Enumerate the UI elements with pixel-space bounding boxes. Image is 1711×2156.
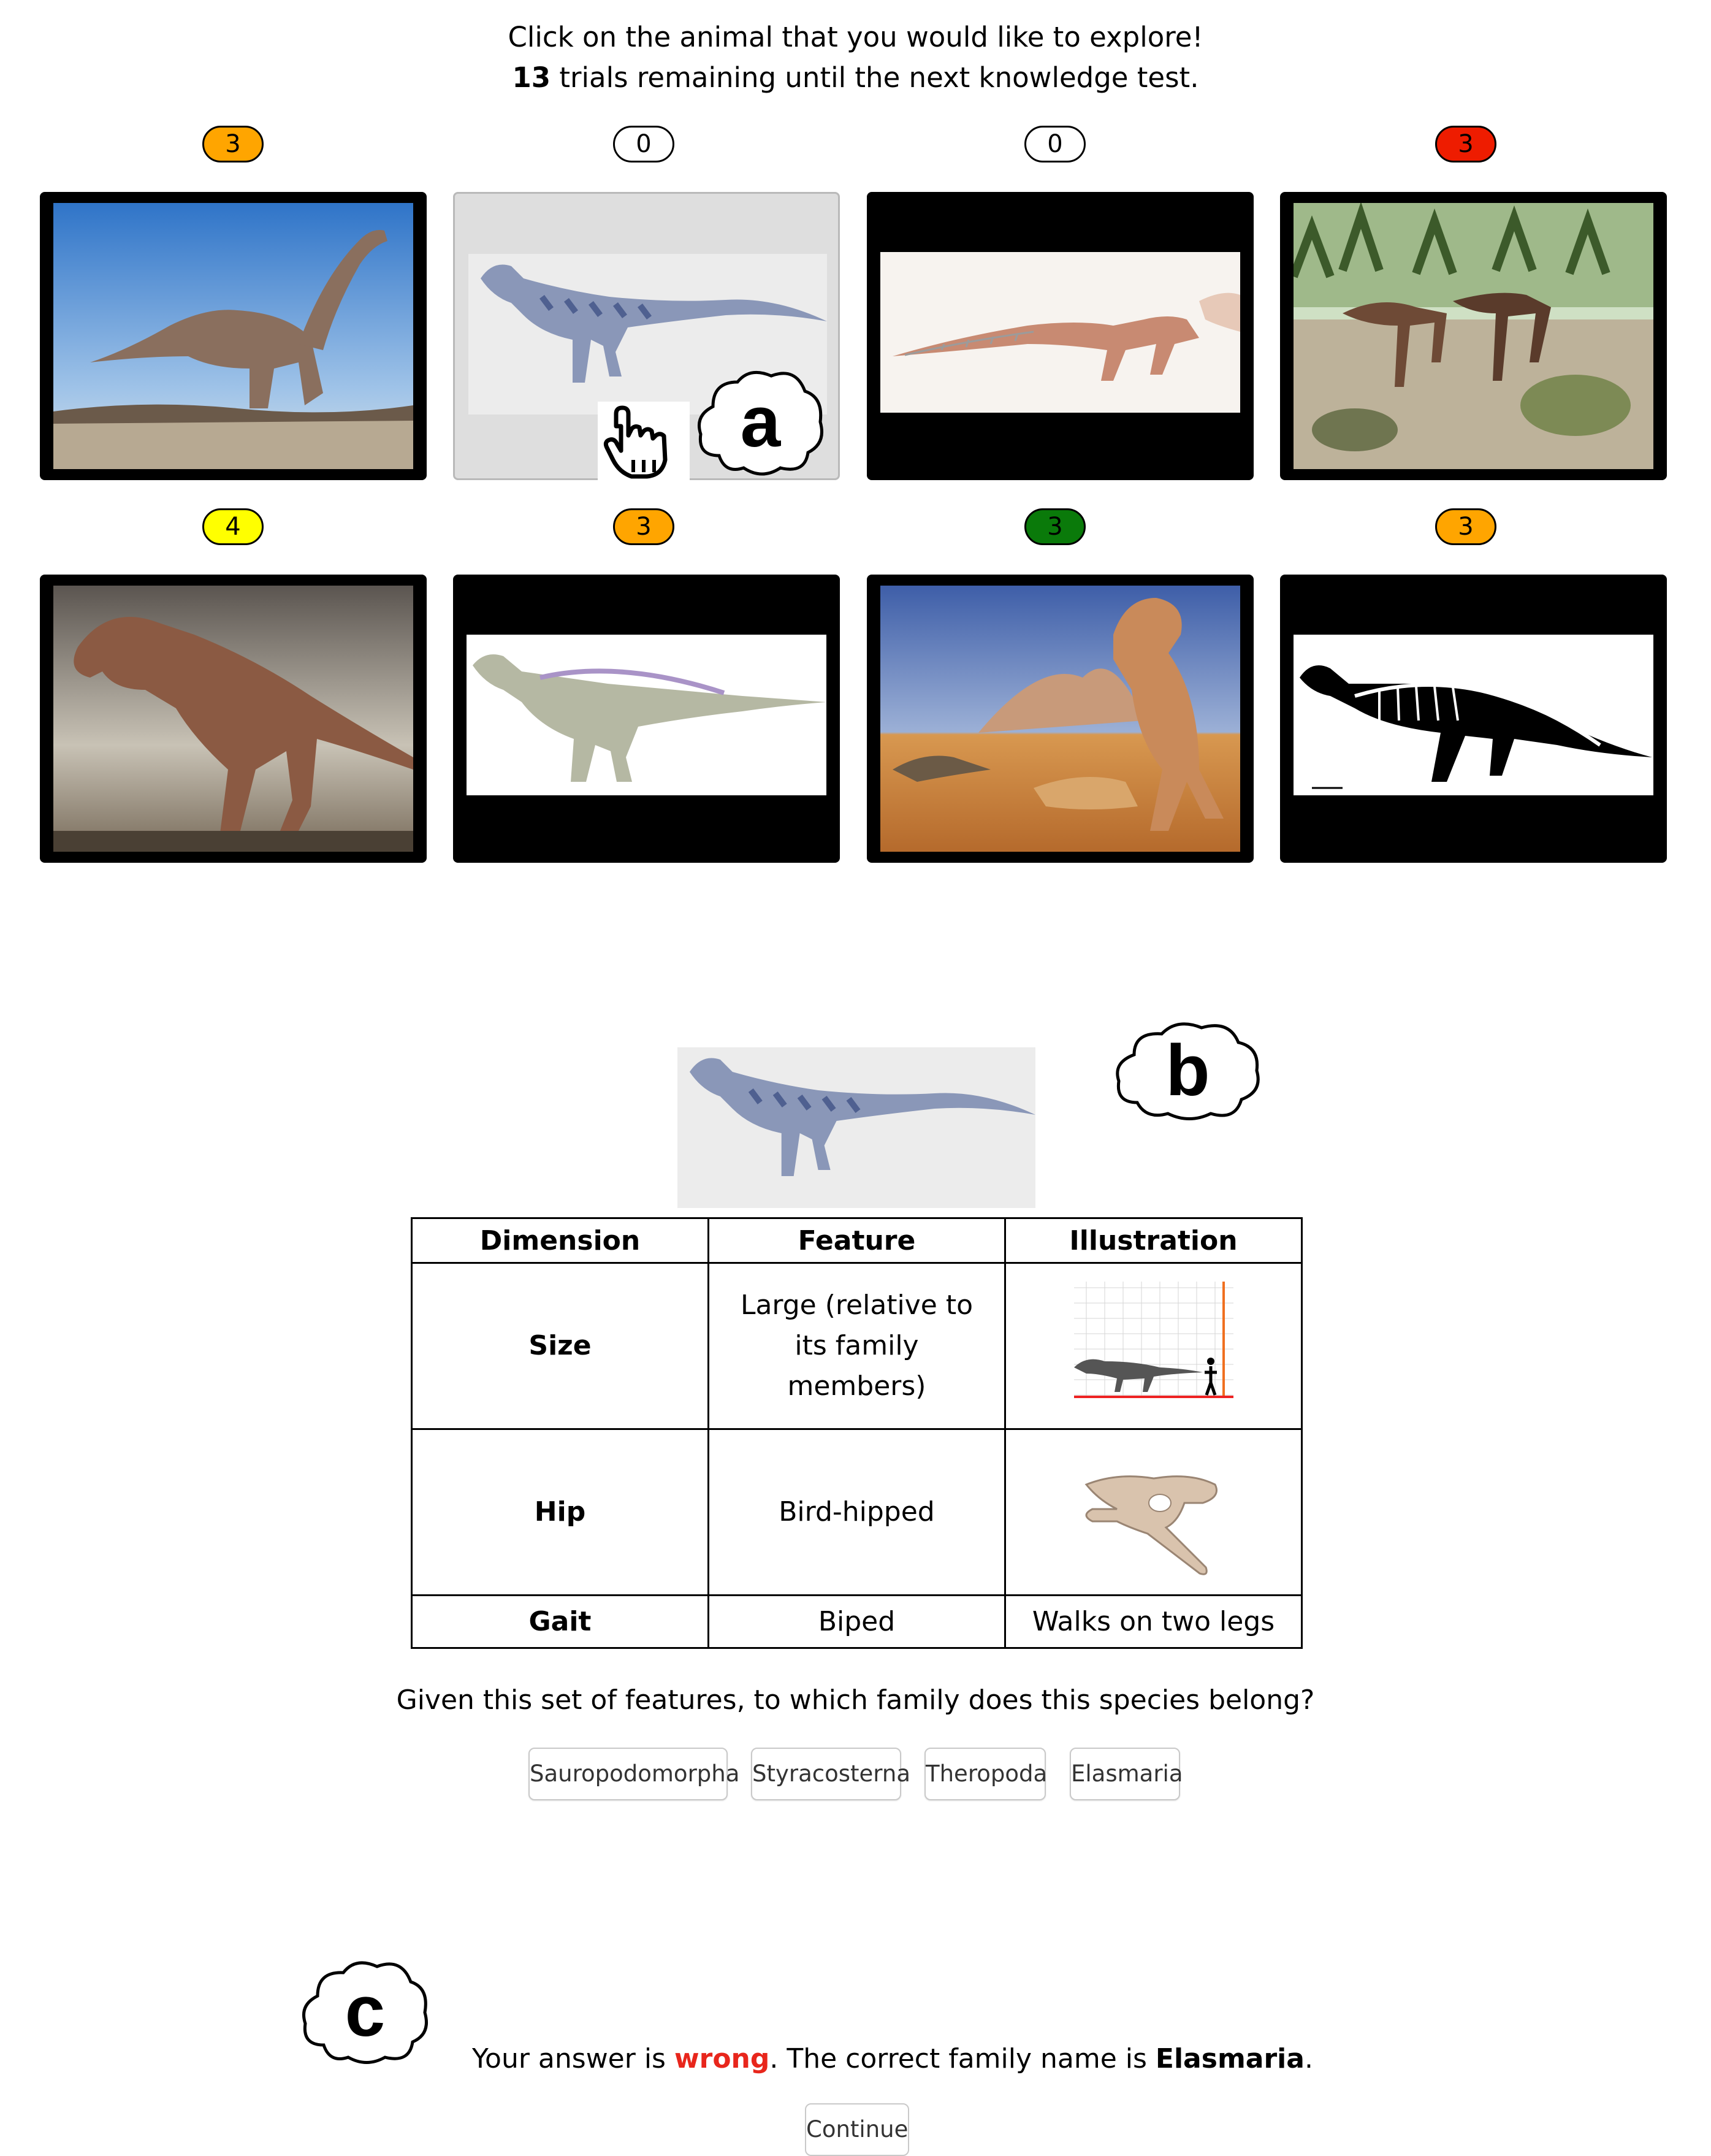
size-chart-illustration [1073, 1282, 1233, 1398]
badge-tile-2: 0 [613, 126, 674, 162]
instructions: Click on the animal that you would like … [0, 17, 1711, 98]
feedback-wrong: wrong [674, 2043, 770, 2074]
row-gait-feature: Biped [707, 1594, 1006, 1649]
family-question: Given this set of features, to which fam… [396, 1684, 1315, 1716]
row-hip-dimension: Hip [411, 1428, 709, 1596]
iguanodont-image [467, 635, 826, 795]
feedback-family: Elasmaria [1155, 2043, 1305, 2074]
feedback-suffix: . [1304, 2043, 1313, 2074]
option-elasmaria-button[interactable]: Elasmaria [1070, 1748, 1183, 1800]
option-theropoda-button[interactable]: Theropoda [924, 1748, 1047, 1800]
skeleton-diagram-image [1294, 635, 1653, 795]
trials-count: 13 [512, 61, 551, 94]
label-a-cloud: a [695, 364, 826, 480]
header-feature: Feature [707, 1217, 1006, 1264]
label-c-cloud: c [299, 1954, 431, 2068]
label-a: a [740, 381, 781, 462]
animal-tile-8[interactable] [1280, 575, 1667, 863]
row-gait-illustration: Walks on two legs [1004, 1594, 1303, 1649]
label-b-cloud: b [1113, 1017, 1263, 1124]
animal-tile-7[interactable] [867, 575, 1254, 863]
label-b: b [1165, 1030, 1210, 1111]
header-dimension: Dimension [411, 1217, 709, 1264]
row-size-illustration [1004, 1262, 1303, 1430]
pointer-hand-icon [598, 402, 690, 481]
feedback-middle: . The correct family name is [769, 2043, 1156, 2074]
feedback-prefix: Your answer is [472, 2043, 674, 2074]
animal-tile-4[interactable] [1280, 192, 1667, 480]
row-gait-dimension: Gait [411, 1594, 709, 1649]
trials-text: trials remaining until the next knowledg… [551, 61, 1199, 94]
badge-tile-3: 0 [1024, 126, 1086, 162]
selected-animal-image [677, 1047, 1035, 1208]
animal-tile-3[interactable] [867, 192, 1254, 480]
trials-remaining: 13 trials remaining until the next knowl… [0, 58, 1711, 98]
animal-tile-1[interactable] [40, 192, 427, 480]
label-c: c [345, 1970, 386, 2052]
badge-tile-1: 3 [202, 126, 264, 162]
table-row: Hip Bird-hipped [411, 1428, 1303, 1596]
large-theropod-image [53, 586, 413, 852]
answer-feedback: Your answer is wrong. The correct family… [472, 2039, 1313, 2079]
badge-tile-5: 4 [202, 508, 264, 545]
option-sauropodomorpha-button[interactable]: Sauropodomorpha [528, 1748, 739, 1800]
row-size-dimension: Size [411, 1262, 709, 1430]
table-row: Gait Biped Walks on two legs [411, 1594, 1303, 1649]
table-row: Size Large (relative to its family membe… [411, 1262, 1303, 1430]
option-styracosterna-button[interactable]: Styracosterna [751, 1748, 910, 1800]
badge-tile-7: 3 [1024, 508, 1086, 545]
animal-tile-5[interactable] [40, 575, 427, 863]
skeleton-sketch-image [880, 252, 1240, 413]
row-hip-illustration [1004, 1428, 1303, 1596]
row-size-feature: Large (relative to its family members) [707, 1262, 1006, 1430]
hip-bone-illustration [1084, 1475, 1218, 1575]
table-header-row: Dimension Feature Illustration [411, 1217, 1303, 1264]
small-theropods-image [1294, 203, 1653, 469]
feature-table: Dimension Feature Illustration Size Larg… [411, 1217, 1303, 1649]
badge-tile-6: 3 [613, 508, 674, 545]
sauropod-image [53, 203, 413, 469]
badge-tile-4: 3 [1435, 126, 1496, 162]
header-illustration: Illustration [1004, 1217, 1303, 1264]
feathered-dinosaurs-image [880, 586, 1240, 852]
row-hip-feature: Bird-hipped [707, 1428, 1006, 1596]
instruction-line: Click on the animal that you would like … [508, 21, 1203, 53]
animal-tile-6[interactable] [453, 575, 840, 863]
continue-button[interactable]: Continue [805, 2103, 909, 2156]
badge-tile-8: 3 [1435, 508, 1496, 545]
